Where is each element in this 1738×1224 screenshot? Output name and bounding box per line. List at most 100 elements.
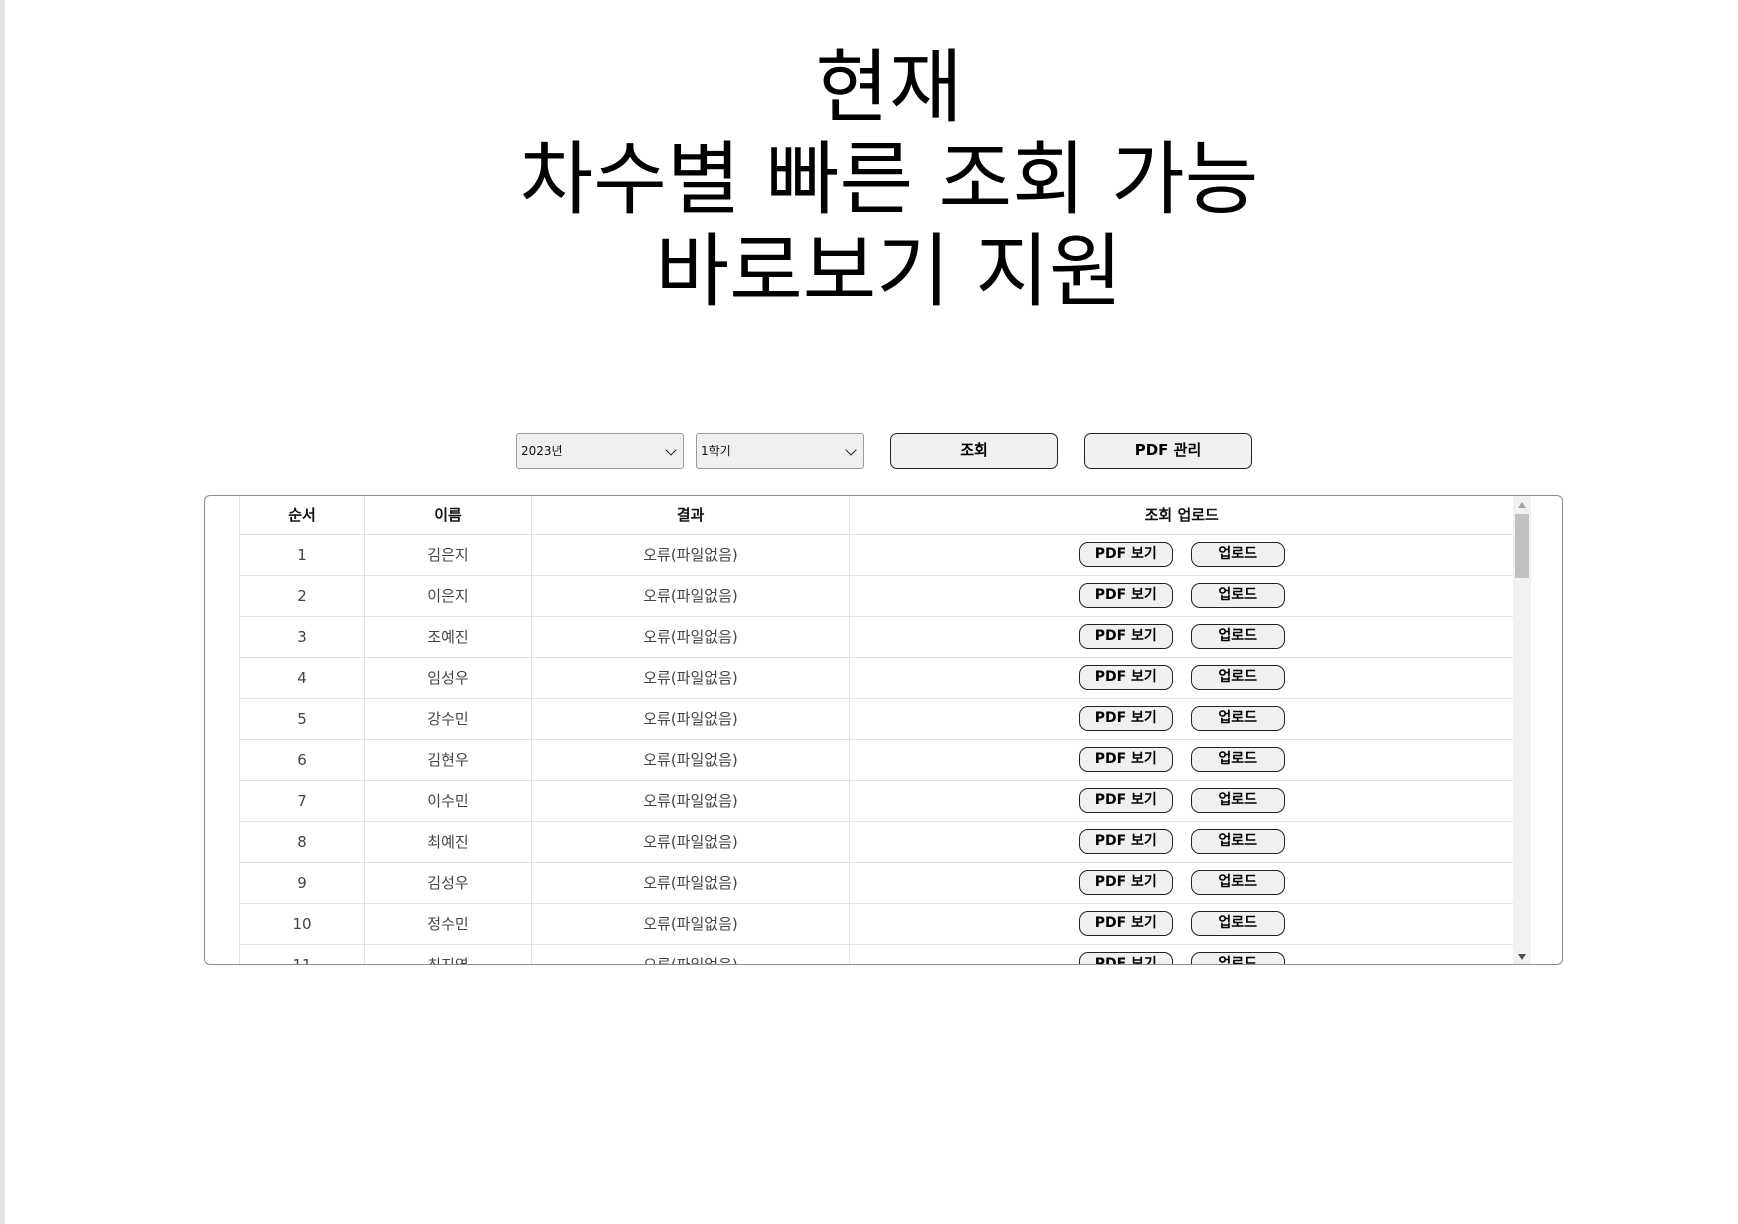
pdf-view-button[interactable]: PDF 보기 <box>1078 952 1173 964</box>
search-button[interactable]: 조회 <box>890 433 1058 469</box>
row-result-cell: 오류(파일없음) <box>531 698 850 740</box>
upload-button[interactable]: 업로드 <box>1190 788 1285 813</box>
table-row: 9 김성우 오류(파일없음) PDF 보기 업로드 <box>239 862 1513 904</box>
row-actions-cell: PDF 보기 업로드 <box>849 862 1513 904</box>
upload-button[interactable]: 업로드 <box>1190 911 1285 936</box>
column-header-order: 순서 <box>239 496 365 535</box>
row-order-cell: 7 <box>239 780 365 822</box>
upload-button[interactable]: 업로드 <box>1190 870 1285 895</box>
row-actions-cell: PDF 보기 업로드 <box>849 616 1513 658</box>
row-result-cell: 오류(파일없음) <box>531 862 850 904</box>
row-order-cell: 11 <box>239 944 365 964</box>
year-select[interactable]: 2023년 <box>516 433 684 469</box>
pdf-view-button[interactable]: PDF 보기 <box>1078 624 1173 649</box>
row-order-cell: 2 <box>239 575 365 617</box>
column-header-name: 이름 <box>364 496 532 535</box>
scroll-down-arrow-icon[interactable] <box>1518 954 1526 960</box>
pdf-manage-button[interactable]: PDF 관리 <box>1084 433 1252 469</box>
row-order-cell: 8 <box>239 821 365 863</box>
chevron-down-icon <box>665 444 677 456</box>
upload-button[interactable]: 업로드 <box>1190 624 1285 649</box>
window-edge <box>0 0 5 1224</box>
results-table-scroll-area: 순서 이름 결과 조회 업로드 1 김은지 오류(파일없음) PDF 보기 업로드 2 이은… <box>239 496 1513 964</box>
table-row: 10 정수민 오류(파일없음) PDF 보기 업로드 <box>239 903 1513 945</box>
row-actions-cell: PDF 보기 업로드 <box>849 821 1513 863</box>
pdf-view-button[interactable]: PDF 보기 <box>1078 829 1173 854</box>
results-table-container: 순서 이름 결과 조회 업로드 1 김은지 오류(파일없음) PDF 보기 업로드 2 이은… <box>204 495 1563 965</box>
pdf-view-button[interactable]: PDF 보기 <box>1078 911 1173 936</box>
year-select-value: 2023년 <box>521 444 563 458</box>
scroll-up-arrow-icon[interactable] <box>1518 502 1526 508</box>
row-result-cell: 오류(파일없음) <box>531 739 850 781</box>
headline-line-2: 차수별 빠른 조회 가능 <box>519 133 1259 226</box>
table-row: 8 최예진 오류(파일없음) PDF 보기 업로드 <box>239 821 1513 863</box>
upload-button[interactable]: 업로드 <box>1190 706 1285 731</box>
row-result-cell: 오류(파일없음) <box>531 616 850 658</box>
table-row: 2 이은지 오류(파일없음) PDF 보기 업로드 <box>239 575 1513 617</box>
chevron-down-icon <box>845 444 857 456</box>
column-header-actions: 조회 업로드 <box>849 496 1513 535</box>
headline-line-1: 현재 <box>815 41 963 134</box>
table-header-row: 순서 이름 결과 조회 업로드 <box>239 496 1513 535</box>
term-select-value: 1학기 <box>701 444 731 458</box>
row-name-cell: 이수민 <box>364 780 532 822</box>
row-name-cell: 김현우 <box>364 739 532 781</box>
row-actions-cell: PDF 보기 업로드 <box>849 903 1513 945</box>
table-row: 6 김현우 오류(파일없음) PDF 보기 업로드 <box>239 739 1513 781</box>
row-order-cell: 5 <box>239 698 365 740</box>
row-actions-cell: PDF 보기 업로드 <box>849 534 1513 576</box>
row-name-cell: 최지영 <box>364 944 532 964</box>
row-name-cell: 최예진 <box>364 821 532 863</box>
pdf-view-button[interactable]: PDF 보기 <box>1078 583 1173 608</box>
row-result-cell: 오류(파일없음) <box>531 657 850 699</box>
row-actions-cell: PDF 보기 업로드 <box>849 575 1513 617</box>
row-order-cell: 6 <box>239 739 365 781</box>
scrollbar-thumb[interactable] <box>1515 514 1529 578</box>
table-body: 1 김은지 오류(파일없음) PDF 보기 업로드 2 이은지 오류(파일없음) PDF 보기 업… <box>239 534 1513 964</box>
pdf-view-button[interactable]: PDF 보기 <box>1078 706 1173 731</box>
table-row: 5 강수민 오류(파일없음) PDF 보기 업로드 <box>239 698 1513 740</box>
row-result-cell: 오류(파일없음) <box>531 534 850 576</box>
row-name-cell: 조예진 <box>364 616 532 658</box>
pdf-view-button[interactable]: PDF 보기 <box>1078 542 1173 567</box>
row-actions-cell: PDF 보기 업로드 <box>849 944 1513 964</box>
row-name-cell: 이은지 <box>364 575 532 617</box>
upload-button[interactable]: 업로드 <box>1190 952 1285 964</box>
results-table: 순서 이름 결과 조회 업로드 1 김은지 오류(파일없음) PDF 보기 업로드 2 이은… <box>239 496 1513 964</box>
row-actions-cell: PDF 보기 업로드 <box>849 698 1513 740</box>
row-name-cell: 임성우 <box>364 657 532 699</box>
row-result-cell: 오류(파일없음) <box>531 944 850 964</box>
vertical-scrollbar[interactable] <box>1513 496 1531 964</box>
table-row: 7 이수민 오류(파일없음) PDF 보기 업로드 <box>239 780 1513 822</box>
row-actions-cell: PDF 보기 업로드 <box>849 657 1513 699</box>
upload-button[interactable]: 업로드 <box>1190 542 1285 567</box>
row-result-cell: 오류(파일없음) <box>531 903 850 945</box>
upload-button[interactable]: 업로드 <box>1190 829 1285 854</box>
table-row: 3 조예진 오류(파일없음) PDF 보기 업로드 <box>239 616 1513 658</box>
row-name-cell: 김성우 <box>364 862 532 904</box>
table-row: 1 김은지 오류(파일없음) PDF 보기 업로드 <box>239 534 1513 576</box>
term-select[interactable]: 1학기 <box>696 433 864 469</box>
pdf-view-button[interactable]: PDF 보기 <box>1078 870 1173 895</box>
filter-controls: 2023년 1학기 조회 PDF 관리 <box>0 433 1738 471</box>
row-name-cell: 정수민 <box>364 903 532 945</box>
row-order-cell: 1 <box>239 534 365 576</box>
upload-button[interactable]: 업로드 <box>1190 583 1285 608</box>
upload-button[interactable]: 업로드 <box>1190 747 1285 772</box>
row-order-cell: 3 <box>239 616 365 658</box>
pdf-view-button[interactable]: PDF 보기 <box>1078 788 1173 813</box>
pdf-view-button[interactable]: PDF 보기 <box>1078 747 1173 772</box>
row-order-cell: 4 <box>239 657 365 699</box>
row-actions-cell: PDF 보기 업로드 <box>849 739 1513 781</box>
row-result-cell: 오류(파일없음) <box>531 821 850 863</box>
row-actions-cell: PDF 보기 업로드 <box>849 780 1513 822</box>
headline-line-3: 바로보기 지원 <box>655 225 1123 318</box>
table-row: 11 최지영 오류(파일없음) PDF 보기 업로드 <box>239 944 1513 964</box>
upload-button[interactable]: 업로드 <box>1190 665 1285 690</box>
row-name-cell: 강수민 <box>364 698 532 740</box>
pdf-view-button[interactable]: PDF 보기 <box>1078 665 1173 690</box>
column-header-result: 결과 <box>531 496 850 535</box>
table-row: 4 임성우 오류(파일없음) PDF 보기 업로드 <box>239 657 1513 699</box>
row-name-cell: 김은지 <box>364 534 532 576</box>
row-order-cell: 10 <box>239 903 365 945</box>
